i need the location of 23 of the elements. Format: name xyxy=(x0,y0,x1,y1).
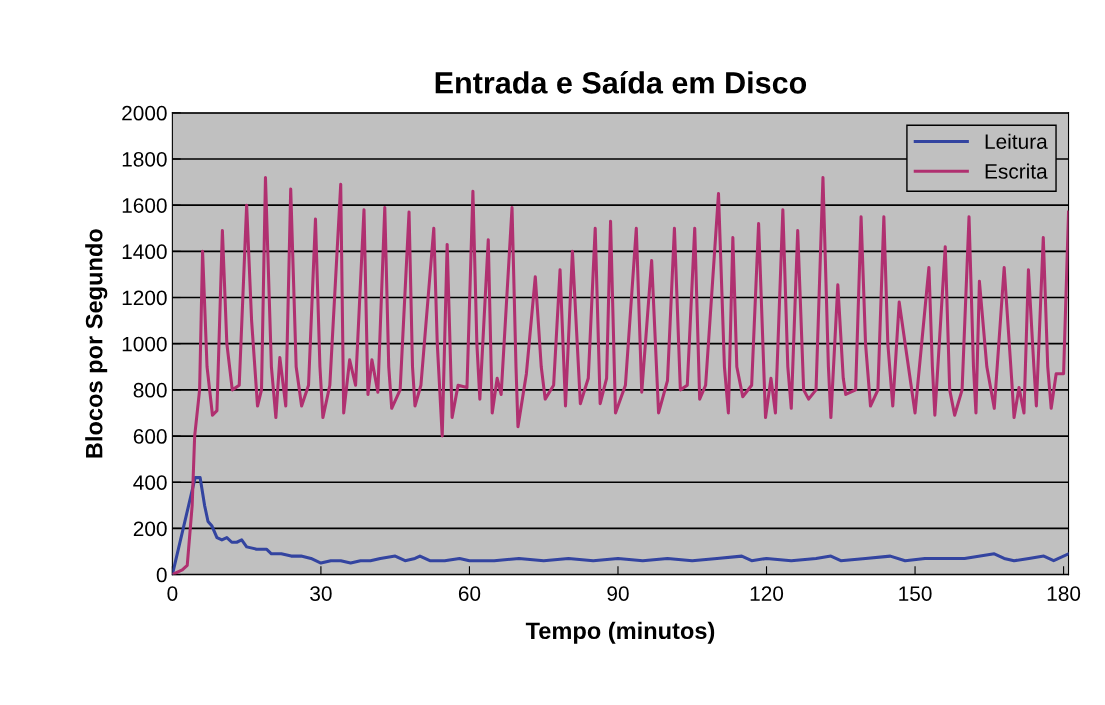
y-tick-label: 2000 xyxy=(122,105,167,121)
x-tick-label: 0 xyxy=(167,586,178,601)
x-tick-label: 150 xyxy=(899,586,932,601)
y-tick-label: 400 xyxy=(133,475,167,490)
x-tick-label: 120 xyxy=(750,586,784,601)
y-tick-label: 1200 xyxy=(122,290,167,306)
y-tick-label: 1800 xyxy=(122,151,167,167)
y-tick-label: 0 xyxy=(156,567,167,583)
x-axis-title: Tempo (minutos) xyxy=(525,621,715,644)
y-tick-label: 1000 xyxy=(122,336,167,352)
x-tick-label: 180 xyxy=(1047,586,1081,601)
y-tick-label: 200 xyxy=(133,521,167,537)
y-tick-label: 1400 xyxy=(122,244,167,260)
legend-label: Escrita xyxy=(985,163,1048,179)
y-tick-label: 800 xyxy=(133,382,167,398)
x-tick-label: 90 xyxy=(607,586,629,601)
y-tick-label: 600 xyxy=(133,429,167,444)
x-tick-label: 30 xyxy=(310,586,332,601)
y-tick-label: 1600 xyxy=(122,198,167,213)
y-axis-title: Blocos por Segundo xyxy=(85,229,108,458)
legend-label: Leitura xyxy=(985,133,1048,149)
x-tick-label: 60 xyxy=(458,586,481,601)
chart-title: Entrada e Saída em Disco xyxy=(435,70,807,94)
